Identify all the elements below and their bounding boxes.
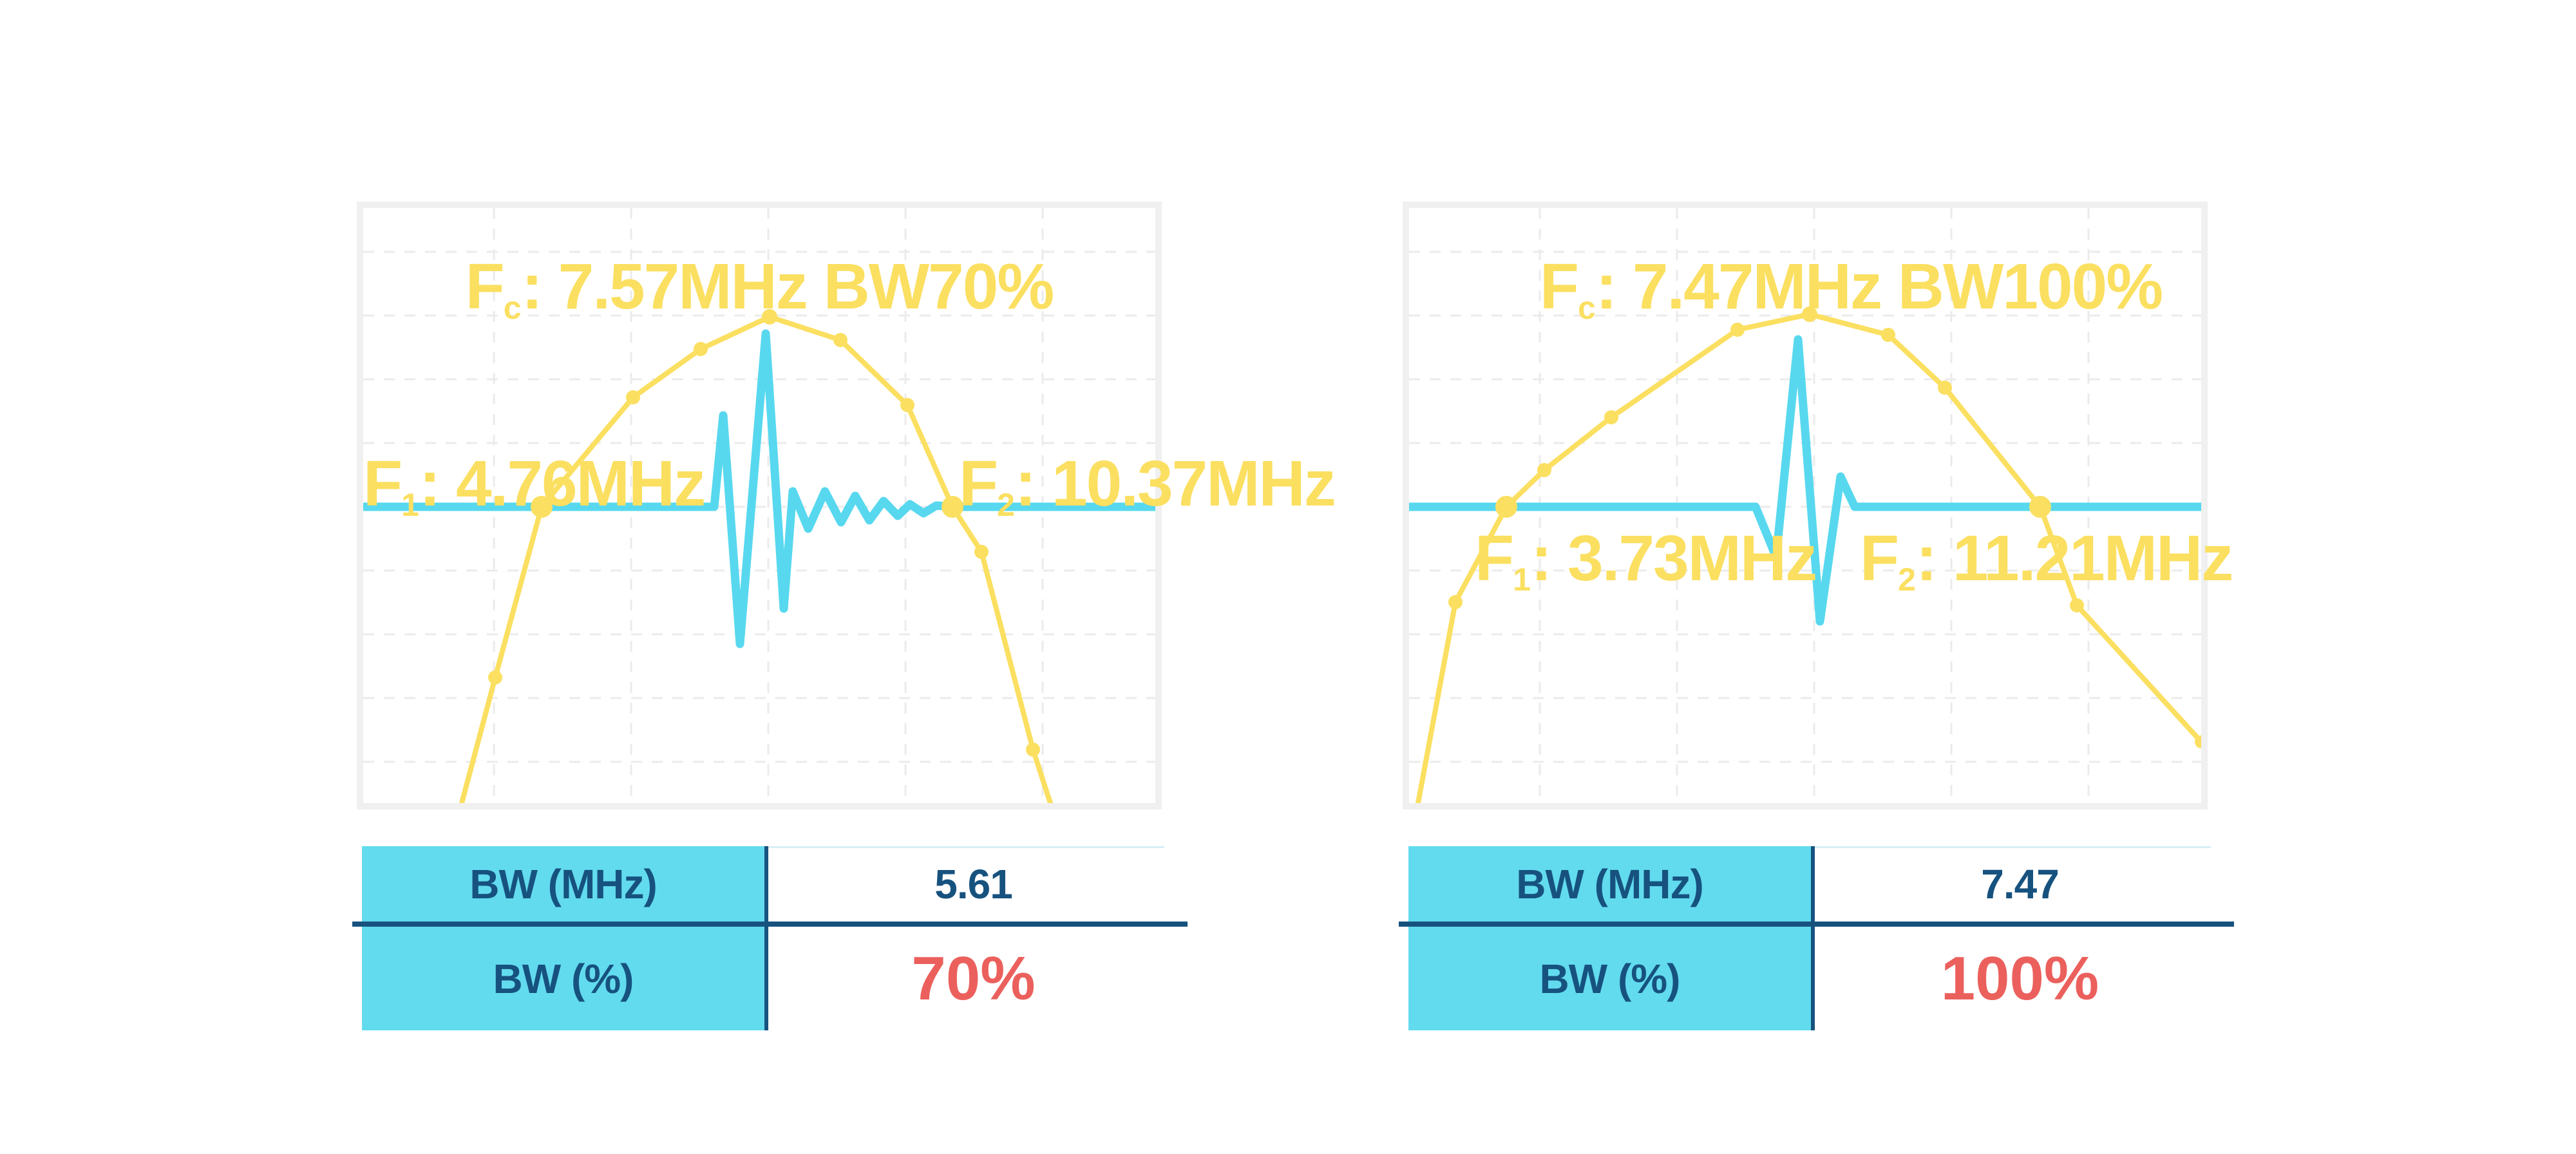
f1-annotation-text: F — [363, 448, 402, 520]
f1-annotation-subscript: 1 — [401, 487, 419, 523]
table-top-accent-line — [768, 846, 1164, 848]
data-point-marker — [900, 398, 914, 412]
f2-annotation-text: F — [1860, 522, 1899, 594]
fc-annotation: Fc: 7.47MHz BW100% — [1455, 254, 2247, 324]
spectrum-curve — [459, 314, 1053, 803]
data-point-marker — [626, 390, 640, 404]
fc-annotation-value: : 7.57MHz BW70% — [521, 251, 1055, 323]
f2-annotation: F2: 10.37MHz — [959, 451, 1336, 521]
data-point-marker — [1026, 743, 1040, 757]
f2-annotation: F2: 11.21MHz — [1860, 526, 2233, 596]
data-point-marker — [942, 496, 963, 518]
bandwidth-table-100pct: BW (MHz) 7.47 BW (%) 100% — [1399, 846, 2234, 1030]
bw-mhz-value: 7.47 — [1981, 860, 2060, 907]
data-point-marker — [1730, 323, 1745, 337]
data-point-marker — [1448, 595, 1463, 609]
bw-pct-value: 70% — [911, 943, 1036, 1013]
fc-annotation-subscript: c — [503, 290, 522, 326]
bw-mhz-value: 5.61 — [934, 860, 1013, 907]
f2-annotation-value: : 10.37MHz — [1014, 448, 1336, 520]
data-point-marker — [1881, 328, 1895, 342]
data-point-marker — [1604, 410, 1618, 424]
fc-annotation-text: F — [465, 251, 505, 323]
bw-pct-label: BW (%) — [493, 955, 634, 1002]
table-header-column — [1408, 846, 1811, 1030]
fc-annotation-value: : 7.47MHz BW100% — [1595, 251, 2163, 323]
table-row-divider — [1399, 922, 2234, 927]
data-point-marker — [531, 496, 553, 518]
spectrum-chart-100pct: Fc: 7.47MHz BW100% F1: 3.73MHz F2: 11.21… — [1403, 202, 2233, 809]
bandwidth-table-70pct: BW (MHz) 5.61 BW (%) 70% — [352, 846, 1188, 1030]
f2-annotation-text: F — [959, 448, 998, 520]
table-row-divider — [352, 922, 1188, 927]
spectrum-plot-100pct — [1409, 208, 2201, 803]
data-point-marker — [762, 309, 777, 325]
data-point-marker — [2029, 496, 2051, 518]
f1-annotation: F1: 4.76MHz — [363, 451, 706, 521]
f2-annotation-subscript: 2 — [1898, 562, 1916, 598]
f1-annotation-text: F — [1475, 522, 1514, 594]
pulse-waveform — [1409, 335, 2201, 626]
spectrum-chart-70pct: Fc: 7.57MHz BW70% F1: 4.76MHz F2: 10.37M… — [357, 202, 1336, 809]
bw-mhz-label: BW (MHz) — [1516, 860, 1704, 907]
table-column-divider — [1811, 846, 1815, 1030]
f2-annotation-value: : 11.21MHz — [1915, 522, 2233, 594]
data-point-marker — [488, 670, 502, 685]
f1-annotation: F1: 3.73MHz — [1475, 526, 1817, 596]
data-point-marker — [1802, 307, 1817, 322]
f1-annotation-subscript: 1 — [1513, 562, 1531, 598]
data-point-marker — [1495, 496, 1517, 518]
pulse-waveform — [363, 329, 1155, 648]
table-top-accent-line — [1815, 846, 2211, 848]
table-header-column — [362, 846, 764, 1030]
data-point-marker — [1938, 381, 1952, 395]
bw-pct-label: BW (%) — [1539, 955, 1681, 1002]
fc-annotation: Fc: 7.57MHz BW70% — [363, 254, 1155, 324]
spectrum-plot-70pct — [363, 208, 1155, 803]
f2-annotation-subscript: 2 — [997, 487, 1015, 523]
spectrum-curve — [1416, 312, 2201, 803]
data-point-marker — [2195, 735, 2201, 748]
data-point-marker — [694, 342, 708, 356]
table-column-divider — [764, 846, 768, 1030]
fc-annotation-text: F — [1539, 251, 1579, 323]
fc-annotation-subscript: c — [1577, 290, 1596, 326]
f1-annotation-value: : 3.73MHz — [1530, 522, 1817, 594]
data-point-marker — [833, 333, 848, 347]
f1-annotation-value: : 4.76MHz — [419, 448, 706, 520]
bw-pct-value: 100% — [1940, 943, 2099, 1013]
data-point-marker — [974, 545, 989, 559]
data-point-marker — [1537, 463, 1551, 477]
data-point-marker — [2070, 598, 2084, 612]
bw-mhz-label: BW (MHz) — [469, 860, 658, 907]
